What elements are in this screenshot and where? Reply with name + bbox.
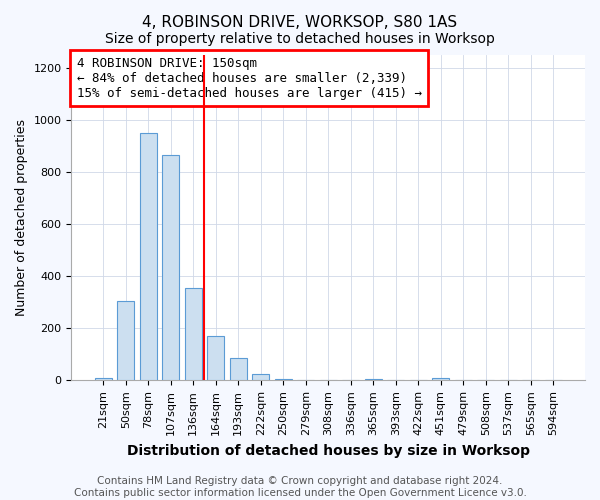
Bar [162, 155, 179, 380]
Text: Size of property relative to detached houses in Worksop: Size of property relative to detached ho… [105, 32, 495, 46]
Bar [275, 379, 292, 380]
Bar [95, 378, 112, 380]
Bar [117, 301, 134, 380]
Text: 4 ROBINSON DRIVE: 150sqm
← 84% of detached houses are smaller (2,339)
15% of sem: 4 ROBINSON DRIVE: 150sqm ← 84% of detach… [77, 56, 422, 100]
Y-axis label: Number of detached properties: Number of detached properties [15, 119, 28, 316]
Bar [185, 288, 202, 380]
Bar [230, 358, 247, 380]
Bar [207, 336, 224, 380]
Text: Contains HM Land Registry data © Crown copyright and database right 2024.
Contai: Contains HM Land Registry data © Crown c… [74, 476, 526, 498]
Bar [140, 133, 157, 380]
X-axis label: Distribution of detached houses by size in Worksop: Distribution of detached houses by size … [127, 444, 530, 458]
Text: 4, ROBINSON DRIVE, WORKSOP, S80 1AS: 4, ROBINSON DRIVE, WORKSOP, S80 1AS [142, 15, 458, 30]
Bar [432, 378, 449, 380]
Bar [252, 374, 269, 380]
Bar [365, 379, 382, 380]
